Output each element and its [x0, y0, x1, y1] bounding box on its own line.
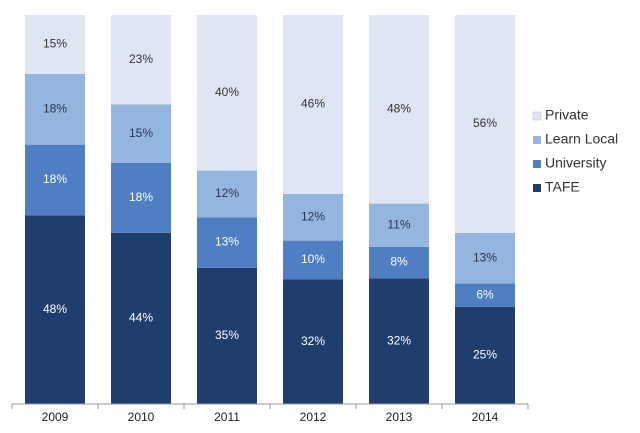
- x-tick-label-2014: 2014: [472, 410, 499, 424]
- bar-tafe-2012: [283, 279, 343, 404]
- bar-university-2012: [283, 240, 343, 280]
- data-label-learn-local-2011: 12%: [215, 186, 239, 200]
- x-tick-label-2013: 2013: [386, 410, 413, 424]
- x-axis-ticks: [11, 404, 529, 409]
- bar-university-2014: [455, 283, 515, 307]
- bar-tafe-2011: [197, 267, 257, 404]
- bar-tafe-2010: [111, 232, 171, 404]
- data-label-university-2011: 13%: [215, 235, 239, 249]
- legend-swatch-tafe: [533, 184, 541, 192]
- x-tick-label-2010: 2010: [128, 410, 155, 424]
- legend-swatch-university: [533, 160, 541, 168]
- legend-label-university: University: [545, 155, 606, 171]
- bar-learn-local-2009: [25, 73, 85, 145]
- data-label-private-2014: 56%: [473, 116, 497, 130]
- legend-swatch-private: [532, 111, 542, 121]
- bar-learn-local-2014: [455, 232, 515, 284]
- data-label-private-2010: 23%: [129, 52, 153, 66]
- data-label-university-2013: 8%: [390, 255, 408, 269]
- bar-university-2010: [111, 162, 171, 233]
- bar-tafe-2014: [455, 306, 515, 404]
- bar-learn-local-2011: [197, 170, 257, 218]
- data-label-tafe-2012: 32%: [301, 334, 325, 348]
- bar-private-2011: [197, 15, 257, 171]
- data-label-learn-local-2009: 18%: [43, 101, 67, 115]
- data-label-private-2013: 48%: [387, 101, 411, 115]
- bar-learn-local-2012: [283, 193, 343, 241]
- data-label-university-2012: 10%: [301, 252, 325, 266]
- data-label-private-2009: 15%: [43, 37, 67, 51]
- bar-learn-local-2013: [369, 203, 429, 247]
- bar-tafe-2009: [25, 215, 85, 404]
- bar-private-2009: [25, 15, 85, 74]
- bar-private-2012: [283, 15, 343, 194]
- legend: Private Learn Local University TAFE: [532, 107, 618, 195]
- data-label-university-2014: 6%: [476, 287, 494, 301]
- bar-tafe-2013: [369, 278, 429, 404]
- data-label-private-2011: 40%: [215, 85, 239, 99]
- legend-label-tafe: TAFE: [545, 179, 580, 195]
- bars-group: [25, 15, 515, 404]
- legend-label-private: Private: [545, 107, 589, 123]
- data-label-learn-local-2014: 13%: [473, 250, 497, 264]
- x-tick-label-2009: 2009: [42, 410, 69, 424]
- data-label-learn-local-2012: 12%: [301, 209, 325, 223]
- data-label-tafe-2014: 25%: [473, 348, 497, 362]
- bar-private-2010: [111, 15, 171, 105]
- x-tick-label-2012: 2012: [300, 410, 327, 424]
- data-label-tafe-2013: 32%: [387, 333, 411, 347]
- data-label-university-2010: 18%: [129, 190, 153, 204]
- bar-university-2009: [25, 144, 85, 216]
- legend-label-learn-local: Learn Local: [545, 131, 618, 147]
- bar-private-2014: [455, 15, 515, 233]
- x-tick-label-2011: 2011: [214, 410, 240, 424]
- data-label-private-2012: 46%: [301, 97, 325, 111]
- data-label-learn-local-2013: 11%: [387, 217, 410, 231]
- bar-private-2013: [369, 15, 429, 204]
- data-label-university-2009: 18%: [43, 172, 67, 186]
- bar-university-2011: [197, 217, 257, 268]
- data-label-tafe-2011: 35%: [215, 328, 239, 342]
- data-label-tafe-2010: 44%: [129, 311, 153, 325]
- segment-labels-group: 48% 18% 18% 15% 44% 18% 15% 23% 35% 13% 12% 40% 32% 1…: [43, 37, 497, 362]
- legend-swatch-learn-local: [533, 136, 541, 144]
- bar-learn-local-2010: [111, 104, 171, 163]
- data-label-learn-local-2010: 15%: [129, 126, 153, 140]
- bar-university-2013: [369, 246, 429, 279]
- x-axis-tick-labels: 2009 2010 2011 2012 2013 2014: [42, 410, 499, 424]
- data-label-tafe-2009: 48%: [43, 302, 67, 316]
